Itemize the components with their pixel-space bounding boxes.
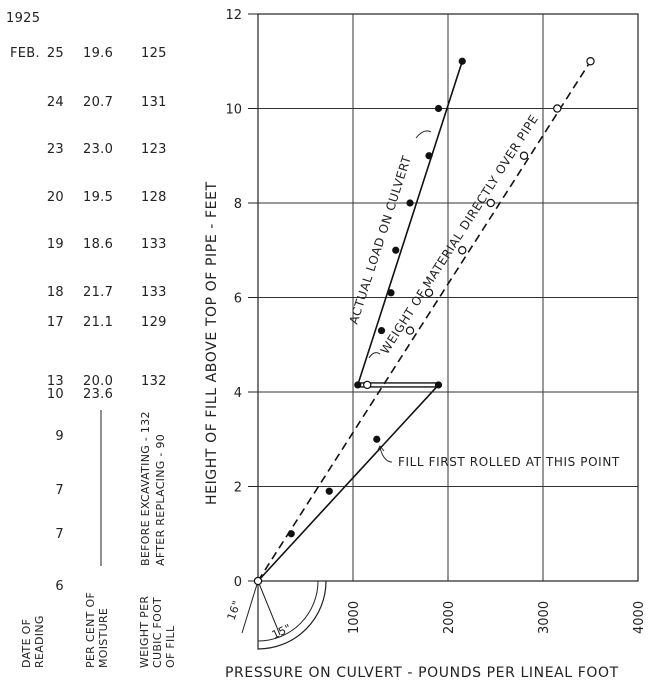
- x-tick-label: 2000: [442, 601, 457, 634]
- actual-load-point: [425, 152, 433, 160]
- grid: [258, 14, 638, 581]
- label-leader: [368, 352, 381, 359]
- actual-load-point: [377, 326, 386, 335]
- table-moisture: 19.5: [83, 190, 113, 205]
- actual-load-point: [392, 246, 400, 254]
- header-weight: CUBIC FOOT: [151, 597, 164, 668]
- table-date: 7: [55, 527, 64, 542]
- table-weight: 133: [141, 285, 167, 300]
- weight-point: [253, 576, 263, 586]
- actual-load-point: [387, 289, 395, 297]
- table-moisture: 20.7: [83, 95, 113, 110]
- header-date: READING: [33, 615, 46, 668]
- actual-load-point: [325, 487, 333, 495]
- table-date: 13: [47, 374, 64, 389]
- pipe-inner-arc: [257, 580, 319, 642]
- label-leader: [415, 130, 432, 139]
- table-date: 19: [47, 237, 64, 252]
- pipe-radius-line: [241, 580, 259, 634]
- weight-point: [405, 326, 415, 335]
- weight-point: [519, 151, 529, 160]
- y-tick-label: 2: [234, 481, 242, 496]
- table-date: 17: [47, 315, 64, 330]
- y-tick-label: 6: [234, 292, 242, 307]
- actual-load-point: [373, 435, 381, 443]
- pipe-radius-line: [257, 580, 281, 636]
- table-moisture: 23.0: [83, 142, 113, 157]
- x-tick-label: 4000: [632, 601, 647, 634]
- arrow-head: [376, 445, 385, 453]
- weight-point: [424, 288, 434, 297]
- table-date: 18: [47, 285, 64, 300]
- weight-point: [363, 380, 372, 390]
- pipe-quarter-outline: [257, 580, 327, 650]
- actual-load-point: [458, 57, 466, 65]
- actual-load-point: [406, 199, 414, 207]
- weight-point: [586, 57, 595, 66]
- weight-note: AFTER REPLACING - 90: [154, 434, 167, 566]
- actual-load-line-lower: [257, 384, 440, 582]
- table-moisture: 21.7: [83, 285, 113, 300]
- table-date: 24: [47, 95, 64, 110]
- y-tick-label: 12: [225, 8, 242, 23]
- table-year: 1925: [6, 11, 40, 26]
- x-tick-label: 3000: [537, 601, 552, 634]
- header-date: DATE OF: [20, 619, 33, 668]
- table-moisture: 18.6: [83, 237, 113, 252]
- x-axis-label: PRESSURE ON CULVERT - POUNDS PER LINEAL …: [225, 665, 619, 681]
- actual-load-point: [354, 381, 362, 389]
- y-tick-labels: 0 2 4 6 8 10 12: [225, 8, 258, 590]
- table-weight: 133: [141, 237, 167, 252]
- y-tick-label: 10: [225, 103, 242, 118]
- x-tick-label: 1000: [347, 601, 362, 634]
- table-date: 20: [47, 190, 64, 205]
- table-weight: 132: [141, 374, 167, 389]
- weight-of-material-line: [257, 60, 592, 582]
- header-weight: WEIGHT PER: [138, 596, 151, 668]
- actual-load-line-upper: [356, 61, 464, 386]
- header-moisture: PER CENT OF: [84, 592, 97, 668]
- pipe-label-16: 16": [225, 599, 244, 622]
- y-tick-label: 0: [234, 575, 242, 590]
- table-date: 25: [47, 46, 64, 61]
- header-moisture: MOISTURE: [97, 608, 110, 668]
- series-label-weight: WEIGHT OF MATERIAL DIRECTLY OVER PIPE: [378, 112, 541, 357]
- weight-point: [553, 104, 562, 113]
- table-date: 7: [55, 483, 64, 498]
- y-tick-label: 8: [234, 197, 242, 212]
- table-weight: 129: [141, 315, 167, 330]
- pipe-label-15: 15": [270, 621, 294, 641]
- reading-table: 1925 FEB. 25 19.6 125 24 20.7 131 23 23.0 123 20 1…: [6, 11, 177, 668]
- series-lines: [257, 60, 592, 582]
- label-leader: [379, 447, 393, 463]
- table-weight: 131: [141, 95, 167, 110]
- table-date: 23: [47, 142, 64, 157]
- table-month: FEB.: [10, 46, 40, 61]
- weight-note: BEFORE EXCAVATING - 132: [139, 411, 152, 566]
- fill-first-rolled-label: FILL FIRST ROLLED AT THIS POINT: [398, 455, 620, 469]
- table-weight: 123: [141, 142, 167, 157]
- table-weight: 128: [141, 190, 167, 205]
- actual-load-point: [287, 530, 295, 538]
- pipe-diagram: 16" 15": [225, 580, 327, 650]
- table-weight: 125: [141, 46, 167, 61]
- y-axis-label: HEIGHT OF FILL ABOVE TOP OF PIPE - FEET: [204, 181, 220, 505]
- actual-load-point: [434, 104, 443, 113]
- table-moisture: 21.1: [83, 315, 113, 330]
- table-date: 6: [55, 579, 64, 594]
- series-points: [253, 57, 595, 586]
- y-tick-label: 4: [234, 386, 242, 401]
- table-date: 9: [55, 429, 64, 444]
- weight-point: [486, 198, 495, 208]
- table-date: 10: [47, 387, 64, 402]
- header-weight: OF FILL: [164, 625, 177, 668]
- x-tick-labels: 1000 2000 3000 4000: [347, 601, 647, 634]
- table-moisture: 23.6: [83, 387, 113, 402]
- weight-point: [458, 246, 467, 255]
- actual-load-point: [434, 381, 443, 389]
- table-moisture: 19.6: [83, 46, 113, 61]
- table-moisture: 20.0: [83, 374, 113, 389]
